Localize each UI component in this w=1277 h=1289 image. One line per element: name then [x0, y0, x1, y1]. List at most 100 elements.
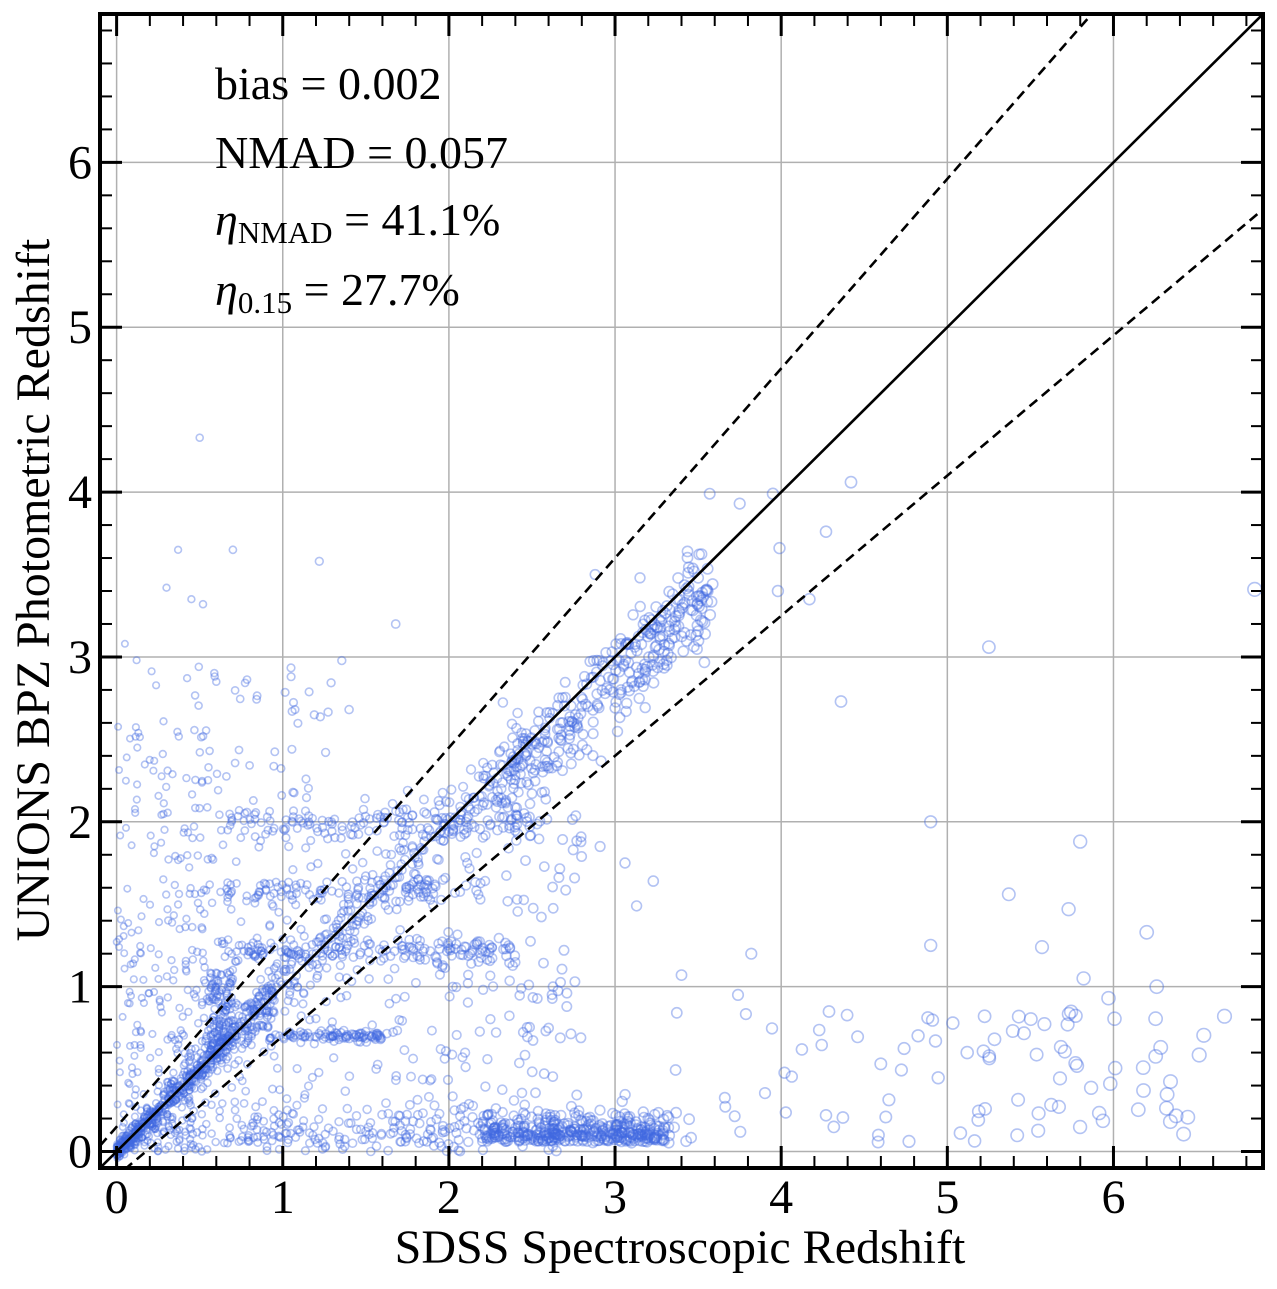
data-point-1233 [578, 670, 590, 682]
data-point-2478 [437, 787, 448, 798]
data-point-3081 [977, 1009, 992, 1024]
data-point-2695 [474, 1026, 485, 1037]
data-point-1370 [358, 1032, 369, 1042]
data-point-689 [225, 1004, 235, 1014]
data-point-1499 [323, 946, 333, 956]
data-point-502 [247, 999, 257, 1009]
data-point-918 [401, 882, 412, 893]
data-point-113 [123, 1130, 132, 1139]
data-point-109 [158, 1107, 168, 1117]
data-point-1035 [594, 674, 606, 687]
data-point-395 [228, 1030, 238, 1040]
data-point-1264 [563, 725, 575, 737]
data-point-345 [184, 1052, 193, 1061]
data-point-1408 [371, 1028, 382, 1039]
data-point-1609 [283, 877, 294, 887]
data-point-1715 [482, 815, 493, 826]
data-point-1158 [564, 711, 576, 723]
data-point-1461 [474, 947, 485, 958]
data-point-1535 [430, 951, 441, 962]
data-point-1000 [525, 830, 537, 841]
data-point-2527 [496, 1084, 508, 1095]
data-point-1199 [587, 728, 599, 740]
data-point-1823 [240, 826, 250, 835]
data-point-2784 [538, 1068, 550, 1080]
data-point-883 [424, 825, 435, 836]
data-point-1485 [363, 947, 374, 958]
data-point-1711 [350, 822, 360, 833]
data-point-2900 [127, 991, 136, 1000]
data-point-1327 [636, 662, 648, 675]
data-point-250 [147, 1107, 156, 1116]
data-point-1334 [274, 1031, 284, 1041]
data-point-1761 [330, 832, 340, 843]
data-point-1388 [326, 1032, 336, 1042]
data-point-1493 [234, 940, 244, 950]
data-point-2955 [150, 842, 159, 851]
data-point-750 [214, 1025, 224, 1034]
data-point-3104 [1011, 1092, 1026, 1107]
data-point-1738 [277, 790, 287, 800]
data-point-1598 [352, 889, 363, 899]
data-point-1162 [587, 749, 599, 762]
data-point-3079 [953, 1126, 968, 1140]
data-point-2 [173, 545, 183, 554]
data-point-2687 [340, 848, 351, 859]
data-point-1255 [647, 676, 660, 689]
data-point-1413 [305, 1032, 315, 1042]
data-point-422 [145, 1108, 154, 1117]
data-point-85 [159, 1090, 168, 1099]
data-point-3174 [204, 762, 213, 772]
data-point-1644 [300, 885, 311, 895]
data-point-476 [169, 1076, 178, 1086]
data-point-819 [352, 915, 362, 926]
data-point-1477 [250, 952, 260, 962]
data-point-130 [139, 1112, 149, 1121]
data-point-975 [391, 896, 401, 907]
data-point-656 [211, 995, 220, 1005]
data-point-13 [982, 640, 996, 654]
data-point-2863 [170, 965, 179, 975]
data-point-1754 [429, 807, 440, 818]
data-point-570 [151, 1108, 161, 1117]
data-point-43 [171, 1095, 180, 1105]
data-point-550 [139, 1114, 148, 1123]
data-point-351 [161, 1105, 170, 1114]
y-tick-label-4: 4 [68, 466, 92, 519]
data-point-1297 [661, 600, 673, 612]
data-point-509 [228, 1037, 238, 1047]
data-point-1168 [529, 775, 541, 787]
data-point-2761 [571, 1089, 583, 1101]
data-point-3130 [1091, 1105, 1107, 1121]
data-point-1550 [440, 962, 451, 974]
data-point-1027 [650, 639, 663, 652]
data-point-1577 [415, 935, 426, 946]
data-point-1211 [666, 632, 678, 645]
data-point-2620 [560, 884, 572, 896]
data-point-95 [185, 1048, 195, 1058]
data-point-1103 [647, 623, 660, 636]
data-point-1515 [412, 950, 423, 961]
data-point-1053 [502, 802, 514, 813]
data-point-1405 [284, 1027, 295, 1037]
data-point-205 [196, 1072, 205, 1082]
data-point-3066 [1016, 1026, 1031, 1041]
data-point-2224 [683, 1113, 695, 1126]
data-point-1674 [418, 882, 429, 893]
data-point-654 [223, 1036, 233, 1046]
data-point-1187 [630, 661, 643, 673]
data-point-1302 [639, 666, 652, 678]
data-point-705 [206, 1041, 216, 1050]
data-point-710 [210, 1027, 219, 1037]
data-point-1650 [291, 882, 302, 893]
data-point-495 [212, 1038, 222, 1047]
data-point-1249 [692, 625, 704, 638]
data-point-182 [209, 1052, 219, 1061]
data-point-51 [143, 1136, 152, 1145]
data-point-2173 [230, 1097, 240, 1107]
data-point-2491 [383, 974, 394, 985]
data-point-33 [1076, 971, 1091, 986]
data-point-1449 [450, 943, 461, 955]
data-point-6 [162, 583, 171, 592]
data-point-2816 [130, 1051, 139, 1060]
